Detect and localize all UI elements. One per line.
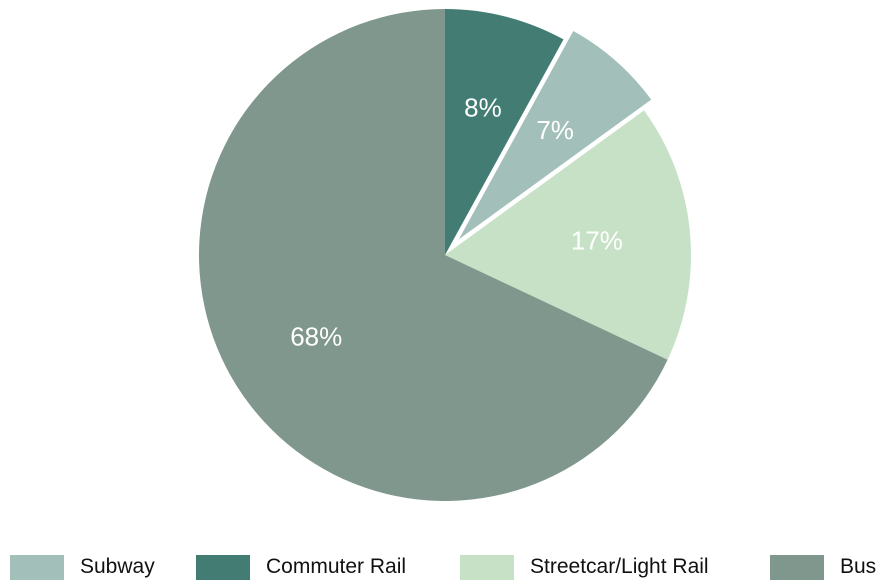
pie-slices	[199, 8, 691, 501]
legend-swatch	[196, 554, 250, 580]
legend-label: Commuter Rail	[266, 555, 407, 578]
legend-label: Streetcar/Light Rail	[530, 555, 709, 578]
pie-slice-streetcar-light-rail	[445, 110, 691, 360]
data-label-streetcar-light-rail: 17%	[571, 226, 623, 256]
data-label-subway: 7%	[536, 115, 574, 145]
legend-swatch	[460, 554, 514, 580]
pie-slice-bus	[199, 8, 668, 501]
legend-item-subway: Subway	[10, 554, 155, 580]
data-label-commuter-rail: 8%	[464, 92, 502, 122]
pie-slice-commuter-rail	[445, 9, 564, 255]
legend-item-commuter-rail: Commuter Rail	[196, 554, 406, 580]
data-label-bus: 68%	[290, 322, 342, 352]
legend-swatch	[10, 554, 64, 580]
pie-slice-subway	[452, 26, 656, 246]
legend-label: Subway	[80, 555, 155, 578]
legend-item-bus: Bus	[770, 554, 876, 580]
legend-item-streetcar-light-rail: Streetcar/Light Rail	[460, 554, 709, 580]
pie-labels: 8% 7% 17% 68%	[290, 92, 623, 351]
legend-swatch	[770, 554, 824, 580]
legend: Subway Commuter Rail Streetcar/Light Rai…	[0, 554, 883, 584]
legend-label: Bus	[840, 555, 877, 578]
